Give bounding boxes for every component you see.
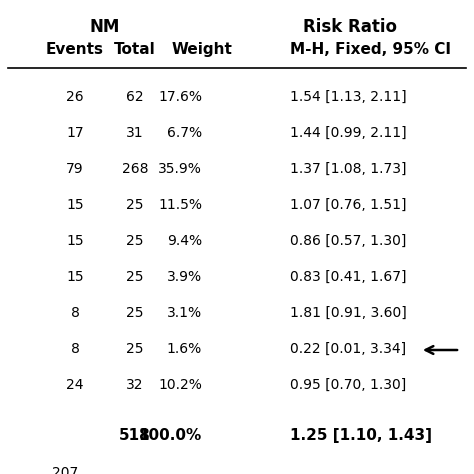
Text: 1.81 [0.91, 3.60]: 1.81 [0.91, 3.60] — [290, 306, 407, 320]
Text: 100.0%: 100.0% — [139, 428, 202, 443]
Text: 26: 26 — [66, 90, 84, 104]
Text: 9.4%: 9.4% — [167, 234, 202, 248]
Text: NM: NM — [90, 18, 120, 36]
Text: 25: 25 — [126, 270, 144, 284]
Text: 207: 207 — [52, 466, 78, 474]
Text: 31: 31 — [126, 126, 144, 140]
Text: 3.1%: 3.1% — [167, 306, 202, 320]
Text: 1.6%: 1.6% — [167, 342, 202, 356]
Text: 62: 62 — [126, 90, 144, 104]
Text: 518: 518 — [119, 428, 151, 443]
Text: 6.7%: 6.7% — [167, 126, 202, 140]
Text: 25: 25 — [126, 306, 144, 320]
Text: Total: Total — [114, 42, 156, 57]
Text: 8: 8 — [71, 306, 80, 320]
Text: 3.9%: 3.9% — [167, 270, 202, 284]
Text: 25: 25 — [126, 342, 144, 356]
Text: 1.37 [1.08, 1.73]: 1.37 [1.08, 1.73] — [290, 162, 407, 176]
Text: 8: 8 — [71, 342, 80, 356]
Text: 25: 25 — [126, 198, 144, 212]
Text: 0.86 [0.57, 1.30]: 0.86 [0.57, 1.30] — [290, 234, 406, 248]
Text: 24: 24 — [66, 378, 84, 392]
Text: 15: 15 — [66, 270, 84, 284]
Text: 0.83 [0.41, 1.67]: 0.83 [0.41, 1.67] — [290, 270, 407, 284]
Text: 0.95 [0.70, 1.30]: 0.95 [0.70, 1.30] — [290, 378, 406, 392]
Text: 79: 79 — [66, 162, 84, 176]
Text: 17.6%: 17.6% — [158, 90, 202, 104]
Text: Events: Events — [46, 42, 104, 57]
Text: 1.07 [0.76, 1.51]: 1.07 [0.76, 1.51] — [290, 198, 407, 212]
Text: 11.5%: 11.5% — [158, 198, 202, 212]
Text: 268: 268 — [122, 162, 148, 176]
Text: Risk Ratio: Risk Ratio — [303, 18, 397, 36]
Text: 1.25 [1.10, 1.43]: 1.25 [1.10, 1.43] — [290, 428, 432, 443]
Text: 35.9%: 35.9% — [158, 162, 202, 176]
Text: 25: 25 — [126, 234, 144, 248]
Text: 17: 17 — [66, 126, 84, 140]
Text: 0.22 [0.01, 3.34]: 0.22 [0.01, 3.34] — [290, 342, 406, 356]
Text: 15: 15 — [66, 234, 84, 248]
Text: 1.44 [0.99, 2.11]: 1.44 [0.99, 2.11] — [290, 126, 407, 140]
Text: 1.54 [1.13, 2.11]: 1.54 [1.13, 2.11] — [290, 90, 407, 104]
Text: Weight: Weight — [172, 42, 232, 57]
Text: M-H, Fixed, 95% CI: M-H, Fixed, 95% CI — [290, 42, 451, 57]
Text: 10.2%: 10.2% — [158, 378, 202, 392]
Text: 32: 32 — [126, 378, 144, 392]
Text: 15: 15 — [66, 198, 84, 212]
